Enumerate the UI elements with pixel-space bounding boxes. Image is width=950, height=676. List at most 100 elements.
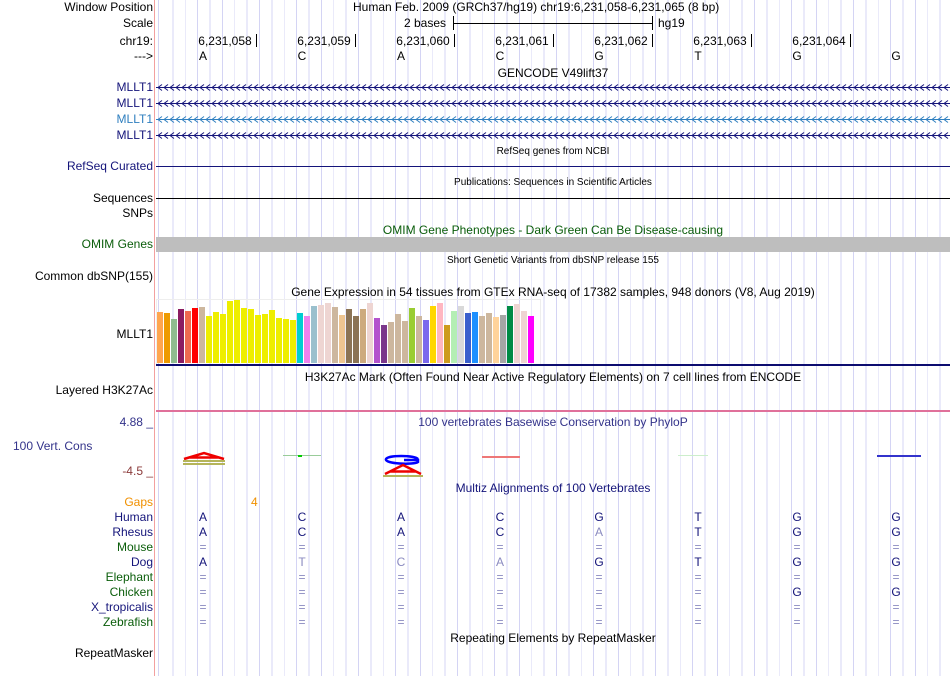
gtex-tissue-bar[interactable] bbox=[213, 312, 219, 363]
gtex-tissue-bar[interactable] bbox=[276, 318, 282, 363]
gtex-tissue-bar[interactable] bbox=[353, 316, 359, 363]
gtex-tissue-bar[interactable] bbox=[283, 319, 289, 363]
gtex-tissue-bar[interactable] bbox=[451, 311, 457, 363]
aligned-base: = bbox=[595, 600, 603, 614]
gtex-tissue-bar[interactable] bbox=[157, 312, 163, 363]
gene-label[interactable]: MLLT1 bbox=[116, 128, 153, 142]
gtex-tissue-bar[interactable] bbox=[507, 306, 513, 363]
dbsnp-track-label[interactable]: Common dbSNP(155) bbox=[34, 269, 153, 283]
position-tick bbox=[652, 34, 653, 47]
gtex-tissue-bar[interactable] bbox=[171, 319, 177, 363]
gtex-tissue-bar[interactable] bbox=[339, 315, 345, 363]
scale-bar-right-cap bbox=[652, 16, 653, 30]
species-label[interactable]: Chicken bbox=[109, 585, 153, 599]
gtex-tissue-bar[interactable] bbox=[241, 308, 247, 363]
gtex-tissue-bar[interactable] bbox=[297, 313, 303, 363]
gtex-tissue-bar[interactable] bbox=[206, 316, 212, 363]
gtex-tissue-bar[interactable] bbox=[493, 317, 499, 363]
gtex-tissue-bar[interactable] bbox=[514, 304, 520, 363]
species-label[interactable]: Zebrafish bbox=[102, 615, 153, 629]
gtex-tissue-bar[interactable] bbox=[479, 316, 485, 363]
gtex-tissue-bar[interactable] bbox=[458, 306, 464, 363]
gtex-tissue-bar[interactable] bbox=[437, 303, 443, 363]
species-label[interactable]: Rhesus bbox=[112, 525, 153, 539]
gtex-tissue-bar[interactable] bbox=[269, 310, 275, 363]
omim-gene-bar[interactable] bbox=[156, 237, 950, 252]
gtex-tissue-bar[interactable] bbox=[367, 303, 373, 363]
position-tick bbox=[751, 34, 752, 47]
repeatmasker-track-label[interactable]: RepeatMasker bbox=[74, 646, 153, 660]
logo-bar-icon bbox=[183, 463, 225, 465]
gtex-tissue-bar[interactable] bbox=[192, 308, 198, 363]
species-label[interactable]: Human bbox=[114, 510, 153, 524]
gtex-tissue-bar[interactable] bbox=[227, 301, 233, 363]
gene-model[interactable] bbox=[156, 115, 950, 124]
gtex-tissue-bar[interactable] bbox=[388, 322, 394, 363]
gtex-tissue-bar[interactable] bbox=[430, 306, 436, 363]
gtex-tissue-bar[interactable] bbox=[262, 314, 268, 363]
aligned-base: = bbox=[496, 600, 504, 614]
species-label[interactable]: Dog bbox=[130, 555, 153, 569]
gtex-tissue-bar[interactable] bbox=[500, 315, 506, 363]
gtex-tissue-bar[interactable] bbox=[465, 313, 471, 363]
logo-g-icon bbox=[384, 454, 420, 465]
gtex-tissue-bar[interactable] bbox=[325, 303, 331, 363]
gtex-tissue-bar[interactable] bbox=[332, 307, 338, 363]
publications-line[interactable] bbox=[156, 198, 950, 199]
gtex-tissue-bar[interactable] bbox=[199, 307, 205, 363]
species-label[interactable]: Elephant bbox=[105, 570, 153, 584]
gtex-tissue-bar[interactable] bbox=[360, 309, 366, 363]
refseq-gene-line[interactable] bbox=[156, 166, 950, 167]
gtex-tissue-bar[interactable] bbox=[255, 315, 261, 363]
gtex-tissue-bar[interactable] bbox=[486, 313, 492, 363]
gtex-tissue-bar[interactable] bbox=[304, 316, 310, 363]
aligned-base: = bbox=[496, 585, 504, 599]
gtex-tissue-bar[interactable] bbox=[409, 308, 415, 363]
gtex-tissue-bar[interactable] bbox=[423, 320, 429, 363]
aligned-base: = bbox=[298, 600, 306, 614]
sequence-base: A bbox=[198, 49, 207, 63]
gene-model[interactable] bbox=[156, 99, 950, 108]
refseq-track-label[interactable]: RefSeq Curated bbox=[66, 159, 153, 173]
h3k27ac-track-label[interactable]: Layered H3K27Ac bbox=[55, 383, 153, 397]
aligned-base: A bbox=[198, 555, 207, 569]
position-tick-label: 6,231,064 bbox=[792, 34, 846, 48]
gene-model[interactable] bbox=[156, 83, 950, 92]
species-label[interactable]: X_tropicalis bbox=[90, 600, 153, 614]
gene-label[interactable]: MLLT1 bbox=[116, 80, 153, 94]
gene-label[interactable]: MLLT1 bbox=[116, 96, 153, 110]
gtex-tissue-bar[interactable] bbox=[220, 314, 226, 363]
gtex-tissue-bar[interactable] bbox=[346, 309, 352, 363]
sequence-base: G bbox=[891, 49, 901, 63]
gene-label[interactable]: MLLT1 bbox=[116, 112, 153, 126]
gtex-tissue-bar[interactable] bbox=[381, 325, 387, 363]
phylop-track-label[interactable]: 100 Vert. Cons bbox=[13, 439, 93, 453]
window-position-value: Human Feb. 2009 (GRCh37/hg19) chr19:6,23… bbox=[353, 0, 720, 14]
gtex-tissue-bar[interactable] bbox=[521, 311, 527, 363]
gtex-tissue-bar[interactable] bbox=[318, 305, 324, 363]
gtex-tissue-bar[interactable] bbox=[164, 313, 170, 363]
aligned-base: A bbox=[396, 510, 405, 524]
gtex-tissue-bar[interactable] bbox=[374, 318, 380, 363]
gtex-tissue-bar[interactable] bbox=[416, 316, 422, 363]
gtex-tissue-bar[interactable] bbox=[248, 309, 254, 363]
gtex-track-label[interactable]: MLLT1 bbox=[116, 327, 153, 341]
gtex-tissue-bar[interactable] bbox=[185, 311, 191, 363]
aligned-base: = bbox=[397, 570, 405, 584]
gtex-tissue-bar[interactable] bbox=[311, 306, 317, 363]
gtex-tissue-bar[interactable] bbox=[178, 309, 184, 363]
gtex-tissue-bar[interactable] bbox=[472, 312, 478, 363]
species-label[interactable]: Mouse bbox=[116, 540, 153, 554]
gtex-tissue-bar[interactable] bbox=[395, 314, 401, 363]
aligned-base: = bbox=[595, 585, 603, 599]
gtex-tissue-bar[interactable] bbox=[290, 320, 296, 363]
gtex-tissue-bar[interactable] bbox=[528, 316, 534, 363]
gtex-tissue-bar[interactable] bbox=[234, 300, 240, 363]
publications-track-label[interactable]: Sequences bbox=[92, 191, 153, 205]
gtex-tissue-bar[interactable] bbox=[402, 321, 408, 363]
gene-model[interactable] bbox=[156, 131, 950, 140]
omim-track-label[interactable]: OMIM Genes bbox=[81, 237, 153, 251]
aligned-base: C bbox=[495, 510, 505, 524]
snps-track-label[interactable]: SNPs bbox=[122, 206, 153, 220]
gtex-tissue-bar[interactable] bbox=[444, 325, 450, 363]
